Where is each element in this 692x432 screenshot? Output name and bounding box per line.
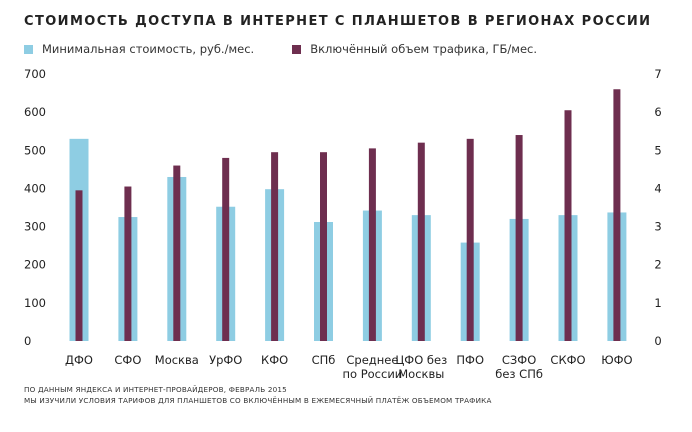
x-axis-category-label: УрФО <box>209 353 242 367</box>
left-axis-tick-label: 700 <box>24 67 46 81</box>
bar-traffic <box>75 190 83 341</box>
x-axis-category-label: КФО <box>261 353 288 367</box>
bar-traffic <box>564 110 572 341</box>
x-axis-category-label: Москвы <box>398 367 444 381</box>
right-axis-tick-label: 6 <box>654 105 661 119</box>
left-axis-tick-label: 600 <box>24 105 46 119</box>
bar-traffic <box>515 135 523 341</box>
x-axis-category-label: СФО <box>114 353 141 367</box>
legend-swatch-traffic <box>292 44 302 54</box>
bar-traffic <box>222 157 230 341</box>
legend-label-min-cost: Минимальная стоимость, руб./мес. <box>42 42 255 56</box>
left-axis-tick-label: 300 <box>24 220 46 234</box>
bar-traffic <box>613 89 621 341</box>
x-axis-category-label: ДФО <box>65 353 93 367</box>
x-axis-category-label: Среднее <box>346 353 398 367</box>
left-axis-tick-label: 200 <box>24 258 46 272</box>
right-axis-tick-label: 4 <box>654 181 661 195</box>
x-axis-category-label: СПб <box>312 353 336 367</box>
bar-traffic <box>124 186 132 341</box>
bar-traffic <box>320 152 327 341</box>
bar-traffic <box>271 152 279 341</box>
left-axis-tick-label: 500 <box>24 143 46 157</box>
right-axis-tick-label: 5 <box>654 143 661 157</box>
left-axis-tick-label: 400 <box>24 181 46 195</box>
bar-traffic <box>466 138 474 341</box>
bar-traffic <box>368 148 376 341</box>
source-line-1: ПО ДАННЫМ ЯНДЕКСА И ИНТЕРНЕТ-ПРОВАЙДЕРОВ… <box>24 385 287 394</box>
x-axis-category-label: СКФО <box>550 353 585 367</box>
x-axis-category-label: СЗФО <box>502 353 536 367</box>
legend-item-traffic: Включённый объем трафика, ГБ/мес. <box>292 42 537 56</box>
right-axis-tick-label: 2 <box>654 258 661 272</box>
source-note: ПО ДАННЫМ ЯНДЕКСА И ИНТЕРНЕТ-ПРОВАЙДЕРОВ… <box>24 384 492 406</box>
right-axis-tick-label: 0 <box>654 334 661 348</box>
left-axis-tick-label: 0 <box>24 334 31 348</box>
left-axis-tick-label: 100 <box>24 296 46 310</box>
bar-traffic <box>417 142 425 341</box>
x-axis-category-label: ПФО <box>456 353 484 367</box>
legend-item-min-cost: Минимальная стоимость, руб./мес. <box>24 42 254 56</box>
bar-traffic <box>173 165 181 341</box>
x-axis-category-label: ЦФО без <box>395 353 447 367</box>
x-axis-category-label: без СПб <box>495 367 543 381</box>
chart-title: СТОИМОСТЬ ДОСТУПА В ИНТЕРНЕТ С ПЛАНШЕТОВ… <box>24 14 652 29</box>
x-axis-category-label: по России <box>343 367 403 381</box>
source-line-2: МЫ ИЗУЧИЛИ УСЛОВИЯ ТАРИФОВ ДЛЯ ПЛАНШЕТОВ… <box>24 396 492 405</box>
right-axis-tick-label: 3 <box>654 220 661 234</box>
legend-label-traffic: Включённый объем трафика, ГБ/мес. <box>310 42 538 56</box>
right-axis-tick-label: 7 <box>654 67 661 81</box>
x-axis-category-label: ЮФО <box>601 353 632 367</box>
chart-legend: Минимальная стоимость, руб./мес. Включён… <box>24 42 575 56</box>
x-axis-category-label: Москва <box>155 353 199 367</box>
legend-swatch-min-cost <box>24 44 33 54</box>
right-axis-tick-label: 1 <box>654 296 661 310</box>
